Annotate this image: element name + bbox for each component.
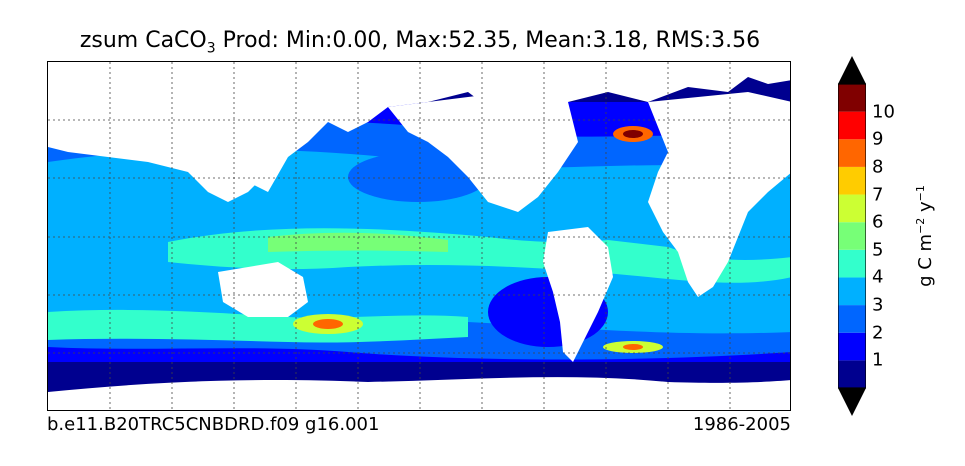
colorbar-segment [838,84,866,112]
map-panel [47,61,791,411]
colorbar-segment [838,194,866,223]
colorbar-tick-label: 6 [872,211,884,233]
colorbar-units: g C m−2 y−1 [914,185,936,287]
case-name: b.e11.B20TRC5CNBDRD.f09 g16.001 [47,414,380,435]
land-north-america [388,92,578,212]
title-stats: Prod: Min:0.00, Max:52.35, Mean:3.18, RM… [222,28,761,53]
colorbar [838,56,866,416]
southern-band [48,309,468,343]
colorbar-segment [838,305,866,333]
land-antarctica [48,377,790,410]
colorbar-segment [838,111,866,140]
title-variable: zsum CaCO [79,28,207,53]
colorbar-segment [838,139,866,167]
colorbar-segment [838,332,866,361]
colorbar-tick-label: 3 [872,294,884,316]
land-australia [218,262,308,317]
colorbar-tick-label: 10 [872,101,895,123]
colorbar-extend-min [838,388,866,416]
colorbar-segment [838,277,866,306]
colorbar-segment [838,249,866,278]
colorbar-tick-label: 5 [872,239,884,261]
colorbar-extend-max [838,56,866,84]
colorbar-segment [838,360,866,388]
north-pacific-gyre [348,152,488,202]
colorbar-tick-label: 9 [872,128,884,150]
land-asia [48,82,298,202]
colorbar-tick-label: 2 [872,322,884,344]
colorbar-tick-label: 4 [872,266,884,288]
graticule [48,62,790,410]
time-period: 1986-2005 [692,414,791,435]
land-africa-europe [648,92,790,297]
title-subscript: 3 [206,40,216,57]
colorbar-segment [838,222,866,250]
colorbar-tick-label: 1 [872,349,884,371]
plot-title: zsum CaCO3 Prod: Min:0.00, Max:52.35, Me… [0,28,840,56]
land-south-america [543,227,613,362]
ocean-field-map [48,62,790,410]
colorbar-tick-label: 7 [872,184,884,206]
colorbar-segment [838,166,866,195]
colorbar-tick-label: 8 [872,156,884,178]
